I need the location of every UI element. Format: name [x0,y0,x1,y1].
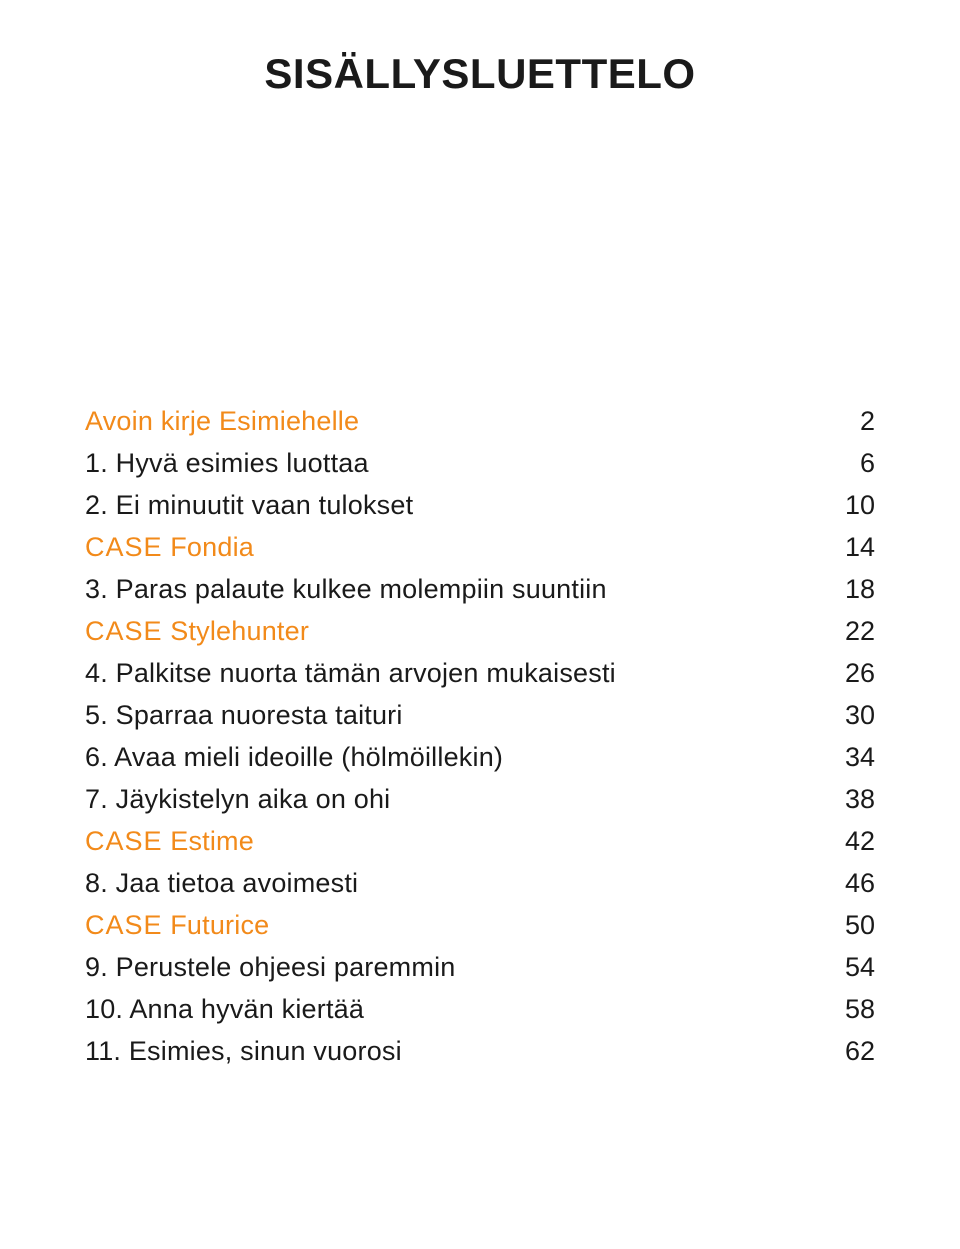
toc-entry-label: 2. Ei minuutit vaan tulokset [85,492,413,519]
toc-row: 5. Sparraa nuoresta taituri 30 [85,702,875,729]
toc-entry-page: 14 [815,534,875,561]
toc-entry-page: 30 [815,702,875,729]
toc-entry-page: 26 [815,660,875,687]
toc-case-word: CASE [85,532,163,562]
toc-entry-page: 38 [815,786,875,813]
toc-row: 4. Palkitse nuorta tämän arvojen mukaise… [85,660,875,687]
toc-row: 9. Perustele ohjeesi paremmin 54 [85,954,875,981]
toc-entry-label: 1. Hyvä esimies luottaa [85,450,369,477]
toc-case-word: CASE [85,910,163,940]
toc-entry-label: 3. Paras palaute kulkee molempiin suunti… [85,576,607,603]
toc-entry-page: 34 [815,744,875,771]
toc-row: 7. Jäykistelyn aika on ohi 38 [85,786,875,813]
toc-entry-page: 62 [815,1038,875,1065]
toc-case-word: CASE [85,826,163,856]
toc-entry-label: 10. Anna hyvän kiertää [85,996,364,1023]
toc-row: 10. Anna hyvän kiertää 58 [85,996,875,1023]
toc-row: 11. Esimies, sinun vuorosi 62 [85,1038,875,1065]
toc-entry-page: 6 [815,450,875,477]
toc-row: CASE Estime 42 [85,828,875,855]
toc-entry-label: CASE Estime [85,828,254,855]
toc-row: 8. Jaa tietoa avoimesti 46 [85,870,875,897]
toc-entry-label: Avoin kirje Esimiehelle [85,408,359,435]
toc-row: 6. Avaa mieli ideoille (hölmöillekin) 34 [85,744,875,771]
toc-entry-label: CASE Stylehunter [85,618,309,645]
toc-entry-label: CASE Fondia [85,534,254,561]
toc-entry-page: 58 [815,996,875,1023]
toc-row: 2. Ei minuutit vaan tulokset 10 [85,492,875,519]
document-page: SISÄLLYSLUETTELO Avoin kirje Esimiehelle… [0,0,960,1249]
toc-case-name: Futurice [163,910,270,940]
toc-case-name: Stylehunter [163,616,309,646]
toc-row: CASE Fondia 14 [85,534,875,561]
toc-entry-page: 10 [815,492,875,519]
toc-entry-label: 4. Palkitse nuorta tämän arvojen mukaise… [85,660,616,687]
toc-entry-label: 5. Sparraa nuoresta taituri [85,702,403,729]
toc-entry-page: 54 [815,954,875,981]
toc-entry-page: 42 [815,828,875,855]
toc-case-name: Estime [163,826,254,856]
toc-row: 3. Paras palaute kulkee molempiin suunti… [85,576,875,603]
toc-entry-label: 7. Jäykistelyn aika on ohi [85,786,390,813]
toc-entry-page: 18 [815,576,875,603]
toc-entry-page: 50 [815,912,875,939]
toc-entry-label: 9. Perustele ohjeesi paremmin [85,954,456,981]
toc-entry-label: CASE Futurice [85,912,269,939]
toc-case-name: Fondia [163,532,254,562]
table-of-contents: Avoin kirje Esimiehelle 2 1. Hyvä esimies … [85,408,875,1065]
toc-row: CASE Stylehunter 22 [85,618,875,645]
toc-row: CASE Futurice 50 [85,912,875,939]
toc-case-word: CASE [85,616,163,646]
toc-entry-label: 11. Esimies, sinun vuorosi [85,1038,402,1065]
toc-row: 1. Hyvä esimies luottaa 6 [85,450,875,477]
toc-entry-page: 2 [815,408,875,435]
toc-entry-label: 8. Jaa tietoa avoimesti [85,870,358,897]
page-title: SISÄLLYSLUETTELO [85,50,875,98]
toc-entry-page: 22 [815,618,875,645]
toc-entry-page: 46 [815,870,875,897]
toc-row: Avoin kirje Esimiehelle 2 [85,408,875,435]
toc-entry-label: 6. Avaa mieli ideoille (hölmöillekin) [85,744,503,771]
